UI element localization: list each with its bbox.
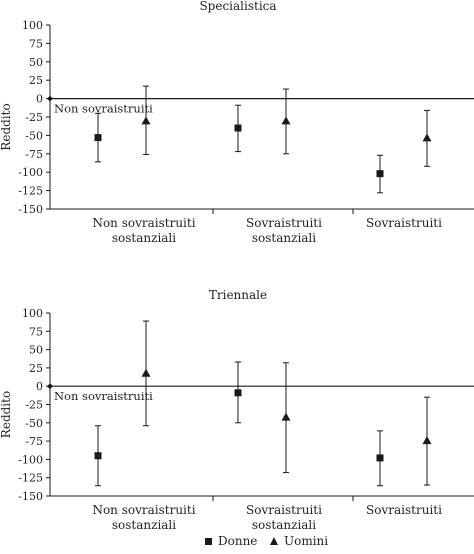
y-tick-label: 0 [36,93,43,106]
x-tick-label: Sovraistruiti sostanziali [246,503,322,532]
y-tick-label: 100 [22,307,43,320]
x-tick-label: Sovraistruiti sostanziali [246,216,322,245]
x-tick-label: Non sovraistruiti sostanziali [92,503,195,532]
point-marker-donne [376,454,384,462]
y-tick-label: 75 [29,37,43,50]
y-tick-label: 75 [29,325,43,338]
point-marker-uomini [281,412,291,421]
legend: Donne Uomini [205,534,328,548]
point-marker-donne [234,389,242,397]
y-axis-label: Reddito [0,103,13,150]
point-marker-uomini [422,133,432,142]
y-tick-label: -25 [25,111,43,124]
point-marker-donne [234,124,242,132]
y-tick-label: -75 [25,435,43,448]
y-tick-label: 25 [29,74,43,87]
point-marker-uomini [422,436,432,445]
x-tick-label: Non sovraistruiti sostanziali [92,216,195,245]
point-marker-uomini [281,116,291,125]
chart-panel-specialistica: Specialistica 100 75 50 25 0 -25 -50 -75 -100 -125… [0,0,474,245]
x-tick-label: Sovraistruiti [366,503,442,517]
legend-marker-donne [205,538,212,545]
y-tick-label: -50 [25,129,43,142]
reference-line-marker [47,95,53,102]
chart-panel-triennale: Triennale 100 75 50 25 0 -25 -50 -75 -100 -125 -150… [0,288,474,532]
y-tick-label: 25 [29,362,43,375]
legend-label-donne: Donne [218,534,257,548]
y-tick-label: -125 [18,185,43,198]
y-tick-label: 50 [29,344,43,357]
x-tick-label: Sovraistruiti [366,216,442,230]
y-tick-label: -125 [18,472,43,485]
point-marker-uomini [141,116,151,125]
y-tick-label: -100 [18,453,43,466]
point-marker-donne [376,170,384,178]
y-tick-label: 100 [22,19,43,32]
point-marker-donne [94,452,102,460]
reference-line-marker [47,383,53,390]
y-axis-label: Reddito [0,391,13,438]
y-tick-label: -50 [25,417,43,430]
y-tick-label: -150 [18,490,43,503]
point-marker-uomini [141,368,151,377]
y-tick-label: -150 [18,203,43,216]
legend-marker-uomini [270,537,278,545]
chart-title: Specialistica [199,0,276,13]
reference-line-label: Non sovraistruiti [54,102,153,116]
y-tick-label: 0 [36,380,43,393]
point-marker-donne [94,134,102,142]
chart-title: Triennale [209,288,267,302]
y-tick-label: -75 [25,148,43,161]
y-tick-label: -25 [25,399,43,412]
reference-line-label: Non sovraistruiti [54,389,153,403]
y-tick-label: -100 [18,166,43,179]
legend-label-uomini: Uomini [284,534,328,548]
y-tick-label: 50 [29,56,43,69]
